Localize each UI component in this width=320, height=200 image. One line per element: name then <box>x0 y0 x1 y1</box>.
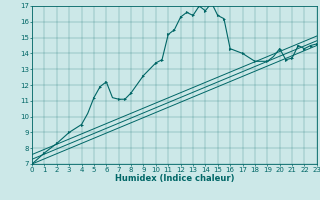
X-axis label: Humidex (Indice chaleur): Humidex (Indice chaleur) <box>115 174 234 183</box>
